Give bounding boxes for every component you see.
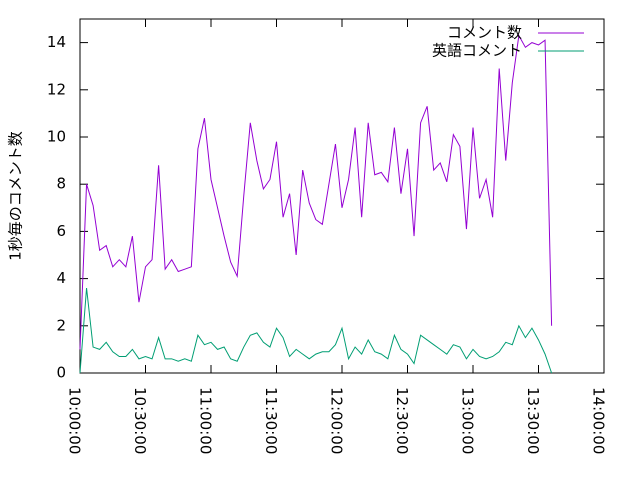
x-tick-label: 10:00:00: [66, 387, 84, 454]
x-tick-label: 12:00:00: [328, 387, 346, 454]
y-tick-label: 14: [47, 33, 66, 51]
y-tick-label: 0: [56, 364, 66, 382]
x-tick-label: 14:00:00: [590, 387, 608, 454]
series-line: [79, 33, 553, 350]
y-tick-label: 2: [56, 316, 66, 334]
y-tick-label: 6: [56, 222, 66, 240]
y-tick-label: 12: [47, 80, 66, 98]
x-tick-label: 13:00:00: [459, 387, 477, 454]
y-tick-label: 8: [56, 175, 66, 193]
y-tick-label: 10: [47, 128, 66, 146]
y-axis-label: 1秒毎のコメント数: [7, 131, 25, 261]
x-tick-label: 11:00:00: [197, 387, 215, 454]
x-tick-label: 12:30:00: [393, 387, 411, 454]
x-tick-label: 10:30:00: [131, 387, 149, 454]
x-tick-label: 11:30:00: [262, 387, 280, 454]
x-tick-label: 13:30:00: [524, 387, 542, 454]
legend-label: 英語コメント: [432, 42, 522, 60]
legend-label: コメント数: [447, 24, 522, 42]
plot-frame: [79, 18, 605, 374]
series-line: [79, 287, 553, 374]
y-tick-label: 4: [56, 269, 66, 287]
